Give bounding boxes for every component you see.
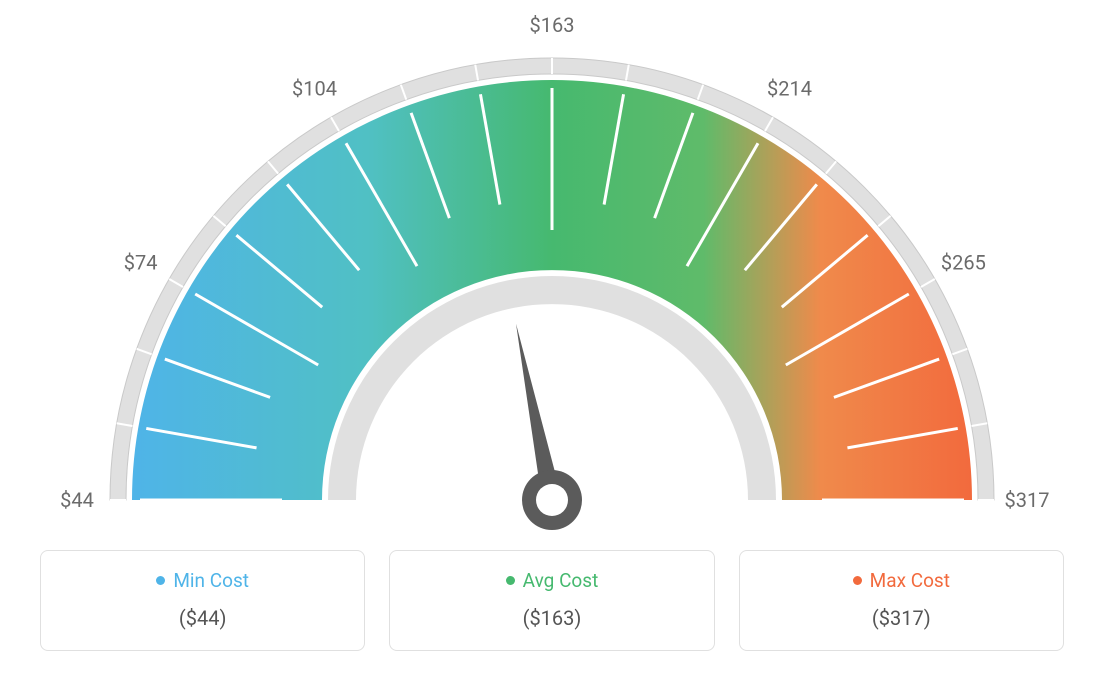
gauge-tick-label: $163 <box>530 13 575 37</box>
legend-card-max: Max Cost ($317) <box>739 550 1064 651</box>
legend-value-max: ($317) <box>760 606 1043 630</box>
legend-value-avg: ($163) <box>410 606 693 630</box>
legend-card-avg: Avg Cost ($163) <box>389 550 714 651</box>
legend-title-text: Min Cost <box>173 569 249 592</box>
gauge-tick-label: $214 <box>767 77 812 101</box>
legend-title-max: Max Cost <box>853 569 950 592</box>
dot-icon <box>156 576 165 585</box>
legend-title-text: Avg Cost <box>523 569 599 592</box>
legend-row: Min Cost ($44) Avg Cost ($163) Max Cost … <box>0 550 1104 651</box>
gauge-tick-label: $265 <box>941 251 986 275</box>
gauge-tick-label: $317 <box>1005 488 1050 512</box>
cost-gauge-chart: $44 $74 $104 $163 $214 $265 $317 <box>0 0 1104 540</box>
legend-title-text: Max Cost <box>870 569 950 592</box>
gauge-svg: $44 $74 $104 $163 $214 $265 $317 <box>0 0 1104 540</box>
legend-title-min: Min Cost <box>156 569 249 592</box>
gauge-tick-label: $44 <box>60 488 94 512</box>
legend-card-min: Min Cost ($44) <box>40 550 365 651</box>
gauge-tick-label: $74 <box>124 251 158 275</box>
dot-icon <box>853 576 862 585</box>
legend-value-min: ($44) <box>61 606 344 630</box>
dot-icon <box>506 576 515 585</box>
gauge-tick-label: $104 <box>292 77 337 101</box>
legend-title-avg: Avg Cost <box>506 569 599 592</box>
